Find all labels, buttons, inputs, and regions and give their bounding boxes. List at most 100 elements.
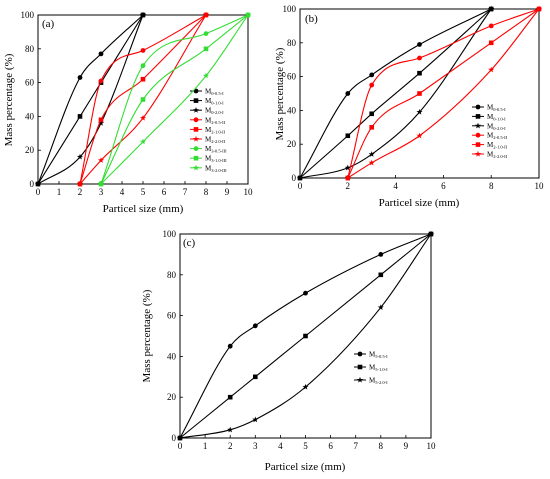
data-point xyxy=(140,63,146,69)
legend-marker xyxy=(193,155,199,161)
legend-marker xyxy=(475,104,481,110)
series-line-2-0.5-II xyxy=(347,8,540,179)
y-tick-label: 0 xyxy=(30,179,35,189)
y-tick-label: 80 xyxy=(167,270,177,280)
y-tick-label: 0 xyxy=(292,173,297,183)
data-point xyxy=(303,290,308,296)
panel-label: (a) xyxy=(42,18,55,30)
panel-label: (b) xyxy=(305,13,318,25)
y-tick-label: 0 xyxy=(172,433,177,443)
x-tick-label: 2 xyxy=(78,187,83,197)
data-point xyxy=(98,78,104,84)
legend-marker xyxy=(193,117,199,123)
y-axis-label: Mass percentage (%) xyxy=(3,53,15,146)
x-tick-label: 9 xyxy=(225,187,230,197)
data-point xyxy=(176,434,184,441)
data-point xyxy=(368,159,375,166)
series-line-3-1.0-III xyxy=(100,14,249,185)
x-tick-label: 5 xyxy=(303,441,308,451)
legend-marker xyxy=(475,142,481,147)
legend-marker xyxy=(192,164,200,171)
y-tick-label: 60 xyxy=(167,311,177,321)
data-point xyxy=(369,82,375,88)
data-point xyxy=(488,66,495,73)
legend-label: M5-1.0-I xyxy=(369,364,388,373)
x-tick-label: 4 xyxy=(120,187,125,197)
data-point xyxy=(202,11,210,18)
y-tick-label: 20 xyxy=(287,139,297,149)
legend-marker xyxy=(192,107,200,113)
x-tick-label: 1 xyxy=(203,441,208,451)
data-point xyxy=(140,97,146,102)
y-tick-label: 20 xyxy=(167,392,177,402)
data-point xyxy=(77,75,83,80)
data-point xyxy=(34,180,42,187)
x-tick-label: 8 xyxy=(489,181,494,191)
x-tick-label: 0 xyxy=(298,181,303,191)
x-tick-label: 10 xyxy=(427,441,437,451)
data-point xyxy=(97,180,105,187)
legend-label: M0-0.5-I xyxy=(205,88,224,97)
legend-marker xyxy=(475,114,481,119)
data-point xyxy=(227,394,233,400)
data-point xyxy=(139,11,147,18)
panel-label: (c) xyxy=(183,237,196,249)
legend-label: M2-2.0-II xyxy=(205,136,226,145)
x-tick-label: 2 xyxy=(346,181,351,191)
x-tick-label: 7 xyxy=(183,187,188,197)
x-axis-label: Particel size (mm) xyxy=(265,461,346,473)
data-point xyxy=(377,304,384,311)
legend-marker xyxy=(193,127,199,132)
data-point xyxy=(417,42,422,47)
legend-label: M0-1.0-I xyxy=(487,113,506,122)
data-point xyxy=(535,5,543,12)
x-tick-label: 3 xyxy=(253,441,258,451)
data-point xyxy=(253,374,258,380)
data-point xyxy=(378,252,384,257)
series-line-2-1.0-II xyxy=(79,14,207,185)
x-tick-label: 10 xyxy=(535,181,545,191)
x-tick-label: 6 xyxy=(328,441,333,451)
series-line-2-0.5-II xyxy=(79,14,207,185)
data-point xyxy=(416,132,423,139)
legend-label: M0-2.0-I xyxy=(205,107,224,116)
legend-label: M0-1.0-I xyxy=(205,97,224,106)
x-tick-label: 7 xyxy=(353,441,358,451)
data-point xyxy=(369,72,375,78)
y-tick-label: 80 xyxy=(25,44,35,54)
data-point xyxy=(76,180,84,187)
data-point xyxy=(252,416,259,423)
series-line-0-1.0-I xyxy=(37,14,144,185)
y-tick-label: 100 xyxy=(21,10,35,20)
data-point xyxy=(203,31,209,36)
y-tick-label: 40 xyxy=(167,351,177,361)
y-tick-label: 80 xyxy=(287,38,297,48)
data-point xyxy=(368,151,375,157)
data-point xyxy=(344,174,351,181)
legend-label: M2-1.0-II xyxy=(205,126,226,135)
series-line-0-0.5-I xyxy=(37,14,144,185)
x-tick-label: 3 xyxy=(99,187,104,197)
x-tick-label: 8 xyxy=(379,441,384,451)
data-point xyxy=(139,138,147,145)
y-axis-label: Mass percentage (%) xyxy=(141,289,153,382)
legend-label: M2-1.0-II xyxy=(487,141,508,150)
legend-marker xyxy=(474,150,482,157)
x-tick-label: 2 xyxy=(228,441,233,451)
legend-label: M5-0.5-I xyxy=(369,351,388,360)
x-tick-label: 5 xyxy=(141,187,146,197)
data-point xyxy=(417,55,422,61)
y-tick-label: 100 xyxy=(283,4,297,14)
data-point xyxy=(296,174,304,181)
x-tick-label: 6 xyxy=(441,181,446,191)
data-point xyxy=(344,164,351,171)
data-point xyxy=(140,76,146,82)
series-line-2-2.0-II xyxy=(347,8,540,179)
y-axis-label: Mass percentage (%) xyxy=(274,47,286,140)
x-tick-label: 8 xyxy=(204,187,209,197)
series-line-0-2.0-I xyxy=(299,8,492,179)
legend-label: M3-2.0-III xyxy=(205,164,227,173)
